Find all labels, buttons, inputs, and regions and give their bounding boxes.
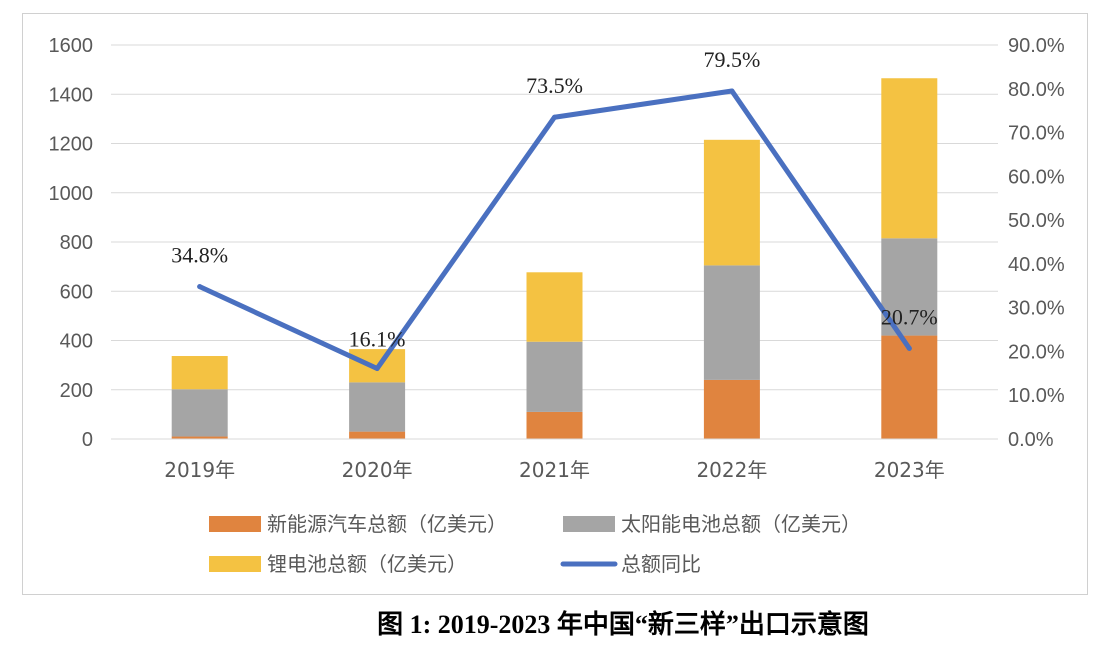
legend-swatch [209,516,261,532]
legend-label: 太阳能电池总额（亿美元） [621,512,861,536]
line-data-label: 20.7% [881,304,938,329]
line-data-label: 79.5% [703,47,760,72]
chart-svg: 34.8% 16.1% 73.5% 79.5% 20.7% 0 200 400 600 800 1… [49,35,1065,576]
line-point [197,284,203,290]
bar-segment [703,379,760,439]
y-right-tick-label: 60.0% [1008,166,1065,188]
y-right-tick-label: 30.0% [1008,298,1065,320]
bar-segment [703,265,760,380]
line-point [729,88,735,94]
line-data-label: 16.1% [349,327,406,352]
bar-segment [526,341,583,412]
line-point [374,366,380,372]
legend-swatch [209,556,261,572]
bar-segment [171,389,228,437]
bar-segment [526,411,583,439]
x-tick-label: 2023年 [874,458,945,482]
y-right-tick-label: 90.0% [1008,35,1065,57]
x-tick-label: 2019年 [164,458,235,482]
bar-segment [881,78,938,239]
x-tick-label: 2021年 [519,458,590,482]
y-left-tick-label: 400 [60,331,93,353]
y-left-tick-label: 1000 [49,183,94,205]
legend-label: 锂电池总额（亿美元） [267,552,467,576]
bar-segment [171,436,228,439]
figure-caption: 图 1: 2019-2023 年中国“新三样”出口示意图 [377,610,869,639]
bar-segment [349,431,406,439]
y-left-tick-label: 0 [82,429,93,451]
x-tick-label: 2022年 [696,458,767,482]
y-right-tick-label: 20.0% [1008,341,1065,363]
legend-swatch [563,516,615,532]
bar-segment [526,272,583,342]
y-right-tick-label: 40.0% [1008,254,1065,276]
bar-segment [703,139,760,266]
bar-segment [171,356,228,390]
y-right-tick-label: 10.0% [1008,385,1065,407]
line-point [906,345,912,351]
chart-frame: 34.8% 16.1% 73.5% 79.5% 20.7% 0 200 400 600 800 1… [22,13,1088,595]
legend-label: 总额同比 [621,552,701,576]
y-left-tick-label: 200 [60,380,93,402]
y-right-tick-label: 0.0% [1008,429,1054,451]
bar-segment [881,335,938,439]
y-left-tick-label: 1400 [49,84,94,106]
y-right-tick-label: 70.0% [1008,123,1065,145]
bar-segment [349,382,406,432]
y-right-tick-label: 50.0% [1008,210,1065,232]
legend-label: 新能源汽车总额（亿美元） [267,512,507,536]
y-left-tick-label: 1600 [49,35,94,57]
line-data-label: 34.8% [171,243,228,268]
x-tick-label: 2020年 [342,458,413,482]
y-right-tick-label: 80.0% [1008,79,1065,101]
y-left-tick-label: 800 [60,232,93,254]
y-left-tick-label: 1200 [49,134,94,156]
y-left-tick-label: 600 [60,281,93,303]
line-data-label: 73.5% [526,73,583,98]
line-point [552,114,557,120]
